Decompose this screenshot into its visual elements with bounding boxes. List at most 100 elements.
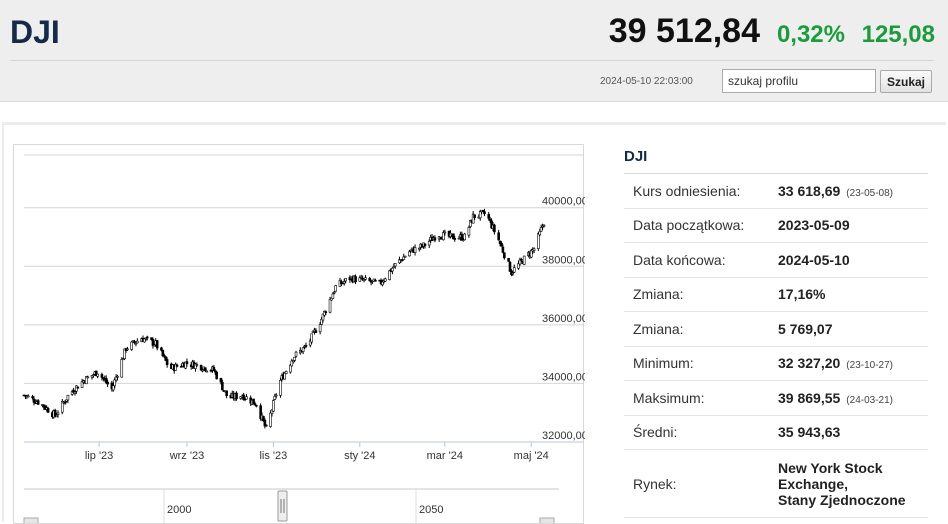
candle-body (66, 394, 70, 401)
change-percent: 0,32% (776, 21, 845, 48)
candle-body (255, 404, 258, 407)
price-chart: 40000,00 38000,00 36000,00 34000,00 32000,00… (13, 144, 585, 524)
candle-body (402, 256, 406, 260)
candle-body (284, 371, 288, 375)
candle-body (500, 242, 503, 247)
candle-body (517, 263, 520, 269)
candle-body (86, 376, 90, 379)
candle-body (123, 348, 126, 360)
candle-body (212, 367, 216, 371)
candle-body (272, 400, 275, 412)
chart-svg: 40000,00 38000,00 36000,00 34000,00 32000,00… (22, 154, 585, 523)
info-row: Minimum: 32 327,20 (23-10-27) (624, 346, 928, 381)
info-value: 17,16% (778, 277, 928, 312)
quote-header: DJI 39 512,84 0,32% 125,08 2024-05-10 22… (0, 0, 948, 102)
last-price: 39 512,84 (608, 12, 760, 50)
candle-body (342, 281, 346, 284)
candle-body (344, 278, 347, 282)
candle-body (393, 263, 397, 267)
candle-body (165, 359, 169, 366)
candle-body (532, 248, 536, 251)
info-row: Średni: 35 943,63 (624, 415, 928, 450)
candle-body (463, 233, 466, 241)
candle-body (453, 237, 457, 240)
candle-body (185, 361, 189, 365)
candle-body (130, 341, 133, 350)
candle-body (403, 255, 407, 258)
candle-body (443, 231, 447, 234)
candle-body (113, 379, 116, 387)
candle-body (388, 270, 391, 280)
candle-body (539, 227, 543, 232)
info-row: Data początkowa: 2023-05-09 (624, 208, 928, 243)
info-value: 39 869,55 (24-03-21) (778, 380, 928, 416)
candle-body (73, 391, 77, 394)
x-tick-label: wrz '23 (169, 450, 205, 462)
candle-body (155, 340, 159, 349)
info-value-text: 35 943,63 (778, 424, 841, 441)
candle-body (433, 237, 437, 241)
candle-body (497, 232, 500, 241)
candle-body (219, 378, 223, 383)
candle-body (391, 267, 394, 272)
candle-body (195, 364, 199, 366)
x-tick-label: maj '24 (514, 450, 549, 462)
candle-body (478, 211, 482, 219)
y-tick-label: 36000,00 (542, 313, 585, 325)
candle-body (520, 259, 523, 261)
candle-body (301, 347, 305, 352)
x-tick-label: mar '24 (427, 450, 463, 462)
candle-body (80, 381, 84, 388)
info-value-text: 2024-05-10 (778, 251, 850, 268)
info-label: Zmiana: (624, 311, 778, 347)
info-row: Kurs odniesienia: 33 618,69 (23-05-08) (624, 173, 928, 209)
candle-body (508, 261, 512, 272)
info-label: Data końcowa: (624, 242, 778, 278)
candle-body (263, 419, 267, 427)
candle-body (162, 355, 166, 357)
candle-body (358, 277, 362, 282)
x-tick-label: lip '23 (85, 450, 113, 462)
candle-body (332, 291, 336, 294)
navigator-label: 2000 (167, 504, 191, 516)
candle-body (201, 369, 204, 372)
candle-body (106, 381, 109, 385)
candle-body (153, 344, 156, 347)
candle-body (413, 247, 417, 253)
search-input[interactable] (722, 69, 876, 93)
candle-body (100, 374, 104, 378)
candle-body (36, 400, 40, 405)
candle-body (488, 219, 492, 221)
navigator-handle[interactable] (277, 490, 288, 522)
candle-body (94, 370, 98, 377)
candle-body (245, 396, 248, 400)
info-label: Rynek: (624, 449, 778, 518)
info-value-date: (23-05-08) (846, 187, 893, 199)
candle-body (160, 347, 163, 351)
candle-body (199, 364, 203, 371)
quote-datetime: 2024-05-10 22:03:00 (600, 76, 693, 87)
info-value-text: 17,16% (778, 286, 826, 303)
candle-body (242, 394, 245, 401)
candle-body (145, 336, 149, 339)
candle-body (408, 251, 411, 257)
candle-body (85, 376, 88, 385)
info-value-text: 39 869,55 (778, 389, 841, 406)
y-tick-label: 40000,00 (542, 196, 585, 208)
search-button[interactable]: Szukaj (880, 70, 932, 93)
candle-body (205, 370, 209, 373)
navigator-label: 2050 (419, 504, 443, 516)
candle-body (32, 398, 36, 403)
info-value: 2024-05-10 (778, 242, 928, 278)
candle-body (116, 375, 119, 378)
candle-body (259, 405, 262, 419)
candle-body (63, 401, 67, 404)
candle-body (409, 249, 413, 252)
candle-body (318, 324, 322, 333)
candle-body (324, 311, 328, 314)
ticker-symbol: DJI (10, 14, 60, 50)
candle-body (111, 385, 115, 391)
info-label: Data początkowa: (624, 208, 778, 243)
info-label: Zmiana: (624, 277, 778, 312)
candle-body (120, 359, 124, 378)
